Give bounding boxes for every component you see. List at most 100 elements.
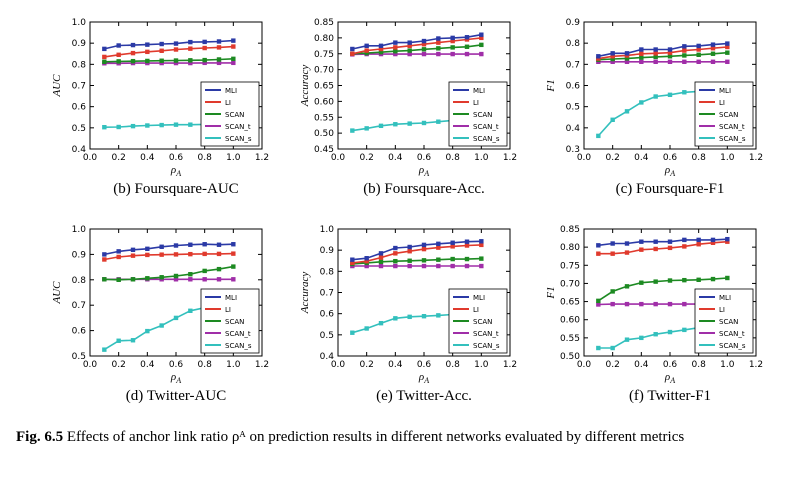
data-point <box>464 256 470 262</box>
data-point <box>421 47 427 52</box>
legend-label-scan_t: SCAN_t <box>225 123 251 131</box>
data-point <box>364 43 369 49</box>
panel-title: (b) Foursquare-Acc. <box>363 181 485 197</box>
data-point <box>173 273 179 279</box>
data-point <box>653 279 658 284</box>
data-point <box>202 251 207 257</box>
legend-label-scan_s: SCAN_s <box>719 135 746 143</box>
data-point <box>145 328 150 334</box>
legend-label-scan: SCAN <box>473 111 492 119</box>
data-point <box>596 54 601 59</box>
data-point <box>667 59 673 64</box>
x-tick-label: 0.0 <box>577 360 592 370</box>
series-line-scan <box>104 58 234 63</box>
data-point <box>116 124 121 130</box>
data-point <box>610 56 615 62</box>
x-tick-label: 0.4 <box>140 153 155 163</box>
data-point <box>421 246 427 252</box>
y-tick-label: 0.7 <box>72 301 86 311</box>
x-tick-label: 0.4 <box>388 153 403 163</box>
data-point <box>216 251 222 257</box>
series-line-li <box>598 240 728 255</box>
data-point <box>682 48 687 53</box>
data-point <box>725 236 730 242</box>
data-point <box>653 51 658 56</box>
data-point <box>479 256 484 261</box>
y-tick-label: 0.6 <box>566 82 581 92</box>
data-point <box>639 59 644 64</box>
y-tick-label: 0.4 <box>320 352 335 362</box>
legend-label-mli: MLI <box>719 294 731 302</box>
y-tick-label: 0.7 <box>566 60 580 70</box>
data-point <box>364 258 369 264</box>
data-point <box>173 315 179 321</box>
data-point <box>653 59 658 64</box>
y-tick-label: 0.7 <box>72 82 86 92</box>
data-point <box>450 256 455 262</box>
data-point <box>596 345 601 351</box>
data-point <box>102 277 107 282</box>
data-point <box>610 301 615 307</box>
data-point <box>624 51 630 56</box>
data-point <box>102 347 107 352</box>
x-tick-label: 0.2 <box>112 153 126 163</box>
legend-label-scan_s: SCAN_s <box>473 342 500 350</box>
data-point <box>464 37 470 42</box>
x-tick-label: 0.8 <box>446 153 461 163</box>
data-point <box>639 55 644 60</box>
data-point <box>653 246 658 252</box>
x-tick-label: 0.4 <box>634 360 649 370</box>
chart-panel-5: 0.0 0.2 0.4 0.6 0.8 1.0 1.2 0.4 0.5 0.6 0.7 0.8 0.9 1… <box>299 225 517 404</box>
data-point <box>479 263 484 269</box>
data-point <box>639 301 644 307</box>
legend-label-li: LI <box>473 306 479 314</box>
data-point <box>378 49 384 55</box>
y-tick-label: 0.85 <box>560 225 580 235</box>
data-point <box>710 276 716 282</box>
data-point <box>393 45 398 50</box>
chart-panel-3: 0.0 0.2 0.4 0.6 0.8 1.0 1.2 0.3 0.4 0.5 0.6 0.7 0.8 0… <box>545 18 763 197</box>
data-point <box>188 308 193 313</box>
data-point <box>145 246 150 252</box>
data-point <box>696 43 701 49</box>
data-point <box>188 242 193 247</box>
x-axis-label: ρA <box>170 371 181 385</box>
data-point <box>696 277 701 282</box>
x-tick-label: 1.0 <box>474 360 489 370</box>
data-point <box>639 51 644 56</box>
data-point <box>464 263 470 269</box>
data-point <box>421 51 427 57</box>
data-point <box>596 133 601 139</box>
data-point <box>116 338 121 343</box>
data-point <box>393 316 398 321</box>
series-line-scan <box>104 265 234 281</box>
legend-label-li: LI <box>719 306 725 314</box>
data-point <box>436 241 441 247</box>
y-tick-label: 1.0 <box>320 225 335 235</box>
data-point <box>231 56 236 62</box>
data-point <box>378 251 384 256</box>
x-tick-label: 1.0 <box>226 360 241 370</box>
data-point <box>173 60 179 66</box>
data-point <box>624 284 630 289</box>
legend-label-scan: SCAN <box>473 318 492 326</box>
data-point <box>116 59 121 64</box>
data-point <box>464 243 470 248</box>
data-point <box>436 257 441 262</box>
y-tick-label: 0.8 <box>566 39 581 49</box>
data-point <box>350 128 355 133</box>
chart-panel-4: 0.0 0.2 0.4 0.6 0.8 1.0 1.2 0.5 0.6 0.7 0.8 0.9 1.0 ρ… <box>51 225 269 404</box>
x-tick-label: 0.8 <box>692 153 707 163</box>
data-point <box>102 46 107 52</box>
data-point <box>407 314 412 320</box>
data-point <box>350 260 355 266</box>
legend-label-scan_t: SCAN_t <box>719 330 745 338</box>
y-tick-label: 0.60 <box>314 97 334 107</box>
data-point <box>710 240 716 245</box>
y-tick-label: 0.5 <box>72 124 86 134</box>
data-point <box>216 266 222 272</box>
y-tick-label: 0.4 <box>566 124 581 134</box>
series-line-li <box>352 244 482 264</box>
data-point <box>624 301 630 307</box>
legend-label-mli: MLI <box>225 294 237 302</box>
